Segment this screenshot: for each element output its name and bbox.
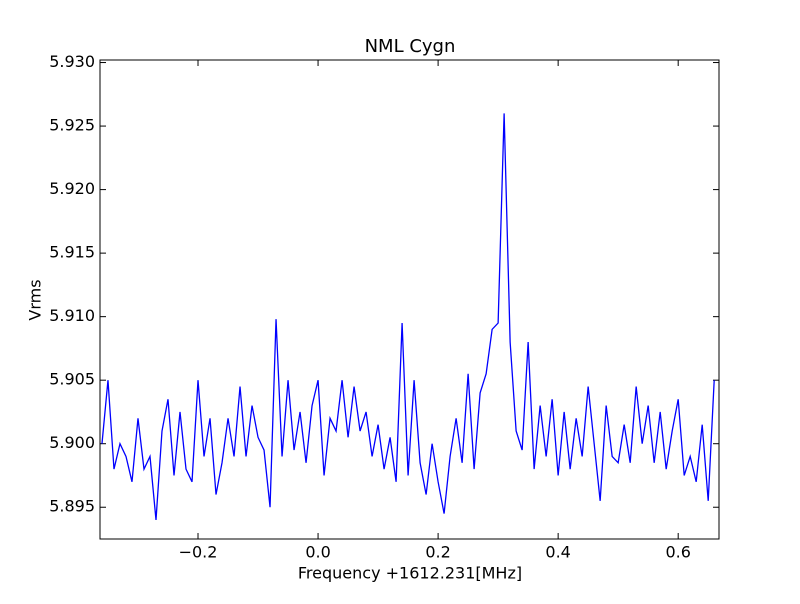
y-tick-label: 5.905 <box>49 370 95 389</box>
y-tick-label: 5.915 <box>49 243 95 262</box>
y-tick-label: 5.910 <box>49 306 95 325</box>
plot-frame <box>99 59 720 540</box>
x-tick-label: −0.2 <box>179 543 218 562</box>
y-tick-label: 5.895 <box>49 497 95 516</box>
x-axis-label: Frequency +1612.231[MHz] <box>298 564 522 583</box>
y-axis-label: Vrms <box>26 279 45 320</box>
x-tick-label: 0.0 <box>305 543 330 562</box>
data-line <box>101 113 715 521</box>
x-tick-label: 0.4 <box>545 543 570 562</box>
y-tick-label: 5.920 <box>49 179 95 198</box>
y-tick-label: 5.930 <box>49 52 95 71</box>
chart-title: NML Cygn <box>365 36 456 57</box>
y-tick-label: 5.925 <box>49 116 95 135</box>
y-tick-label: 5.900 <box>49 433 95 452</box>
x-tick-label: 0.2 <box>425 543 450 562</box>
x-tick-label: 0.6 <box>665 543 690 562</box>
